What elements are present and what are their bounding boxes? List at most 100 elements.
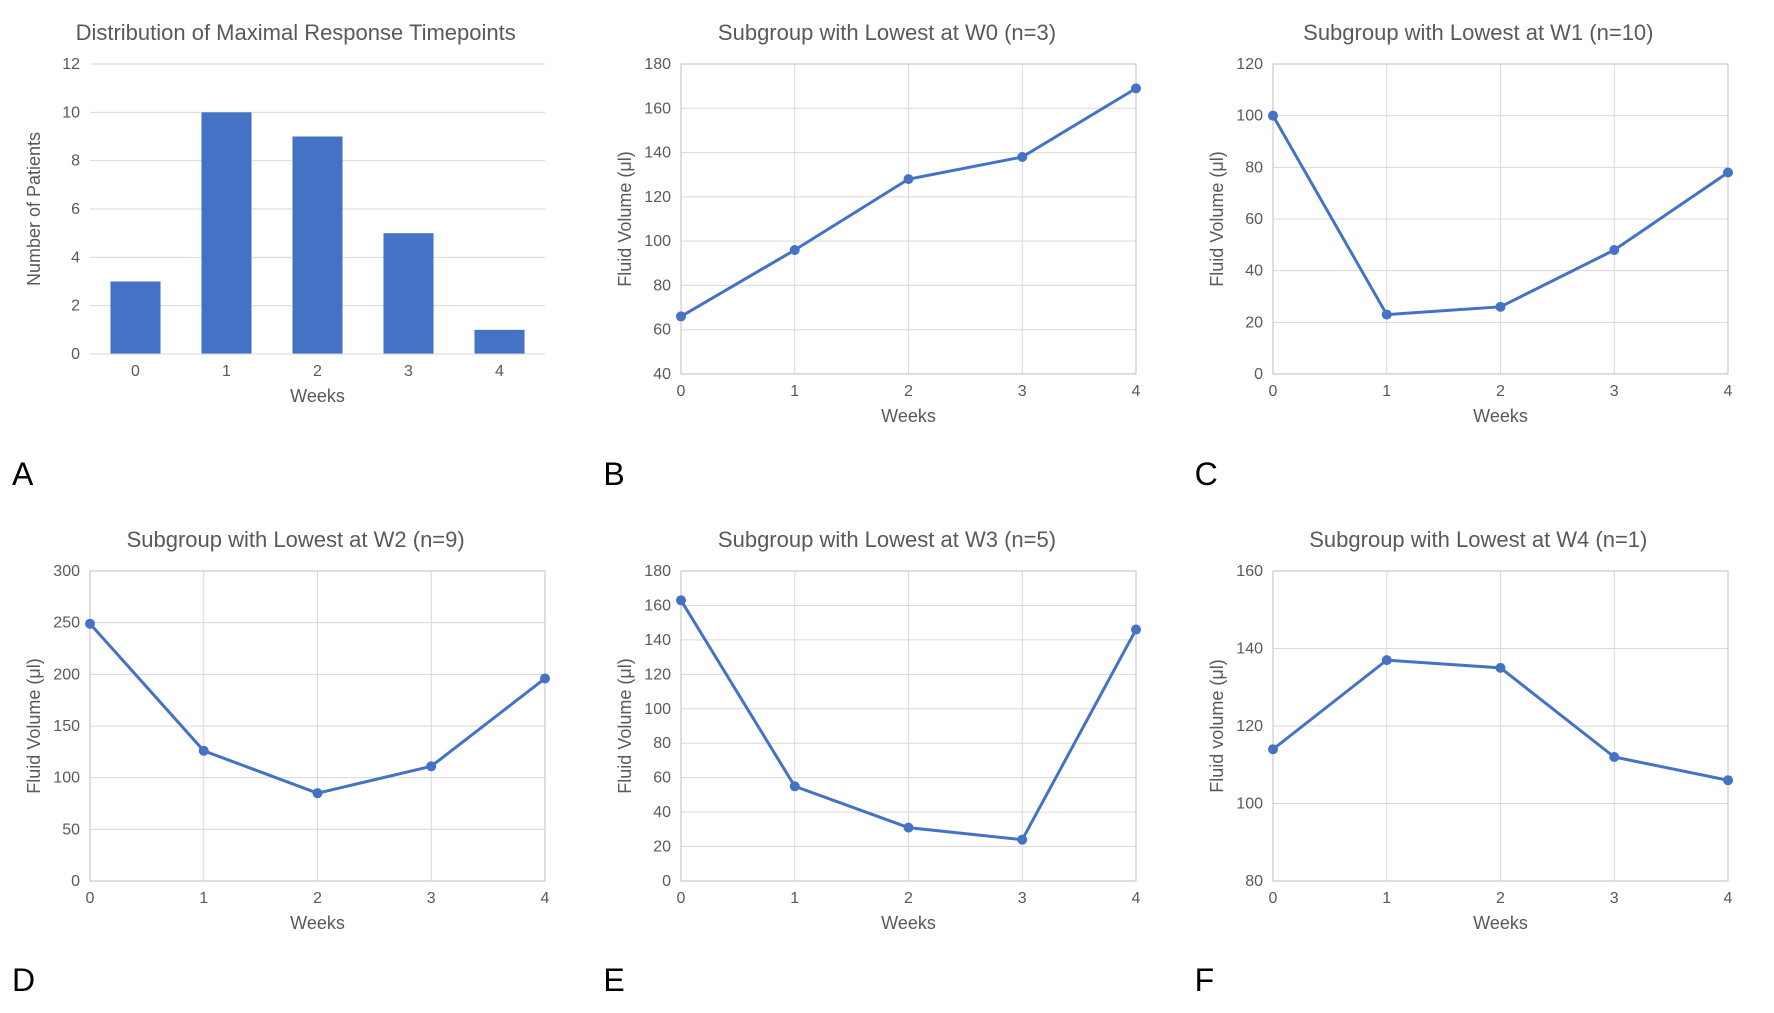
y-tick-label: 80 (654, 278, 672, 295)
x-tick-label: 4 (1723, 890, 1732, 907)
y-tick-label: 0 (71, 873, 80, 890)
plot-area: 05010015020025030001234WeeksFluid Volume… (20, 561, 571, 993)
panel-b: Subgroup with Lowest at W0 (n=3)40608010… (611, 20, 1162, 487)
y-tick-label: 0 (662, 873, 671, 890)
y-tick-label: 60 (1245, 211, 1263, 228)
y-tick-label: 60 (654, 770, 672, 787)
x-tick-label: 2 (1496, 383, 1505, 400)
data-point (1268, 111, 1278, 121)
y-tick-label: 0 (71, 346, 80, 363)
x-tick-label: 2 (313, 890, 322, 907)
plot-area: 02040608010012001234WeeksFluid Volume (μ… (1203, 54, 1754, 486)
x-axis-label: Weeks (881, 913, 936, 933)
x-tick-label: 4 (1132, 890, 1141, 907)
data-point (1723, 775, 1733, 785)
y-axis-label: Fluid Volume (μl) (615, 658, 635, 793)
x-tick-label: 0 (131, 363, 140, 380)
data-point (904, 175, 914, 185)
data-point (1609, 752, 1619, 762)
data-point (1609, 245, 1619, 255)
y-tick-label: 20 (1245, 315, 1263, 332)
data-point (426, 761, 436, 771)
plot-area: 02468101201234WeeksNumber of Patients (20, 54, 571, 486)
panel-title: Distribution of Maximal Response Timepoi… (20, 20, 571, 46)
data-point (676, 595, 686, 605)
y-tick-label: 300 (53, 563, 80, 580)
x-tick-label: 3 (1018, 383, 1027, 400)
panel-c: Subgroup with Lowest at W1 (n=10)0204060… (1203, 20, 1754, 487)
line-chart: 02040608010012014016018001234WeeksFluid … (611, 561, 1151, 941)
y-tick-label: 140 (645, 145, 672, 162)
y-tick-label: 2 (71, 298, 80, 315)
y-tick-label: 10 (62, 105, 80, 122)
line-chart: 05010015020025030001234WeeksFluid Volume… (20, 561, 560, 941)
panel-letter: D (12, 962, 35, 999)
y-axis-label: Fluid Volume (μl) (1207, 152, 1227, 287)
bar-chart: 02468101201234WeeksNumber of Patients (20, 54, 560, 414)
line-chart: 8010012014016001234WeeksFluid volume (μl… (1203, 561, 1743, 941)
x-tick-label: 2 (1496, 890, 1505, 907)
y-tick-label: 120 (645, 666, 672, 683)
y-tick-label: 100 (645, 701, 672, 718)
y-axis-label: Fluid volume (μl) (1207, 659, 1227, 792)
y-tick-label: 180 (645, 563, 672, 580)
data-point (1018, 152, 1028, 162)
bar (474, 330, 524, 354)
bar (201, 113, 251, 355)
y-tick-label: 160 (645, 101, 672, 118)
x-tick-label: 1 (791, 383, 800, 400)
panel-d: Subgroup with Lowest at W2 (n=9)05010015… (20, 527, 571, 994)
x-axis-label: Weeks (290, 386, 345, 406)
x-tick-label: 3 (1609, 383, 1618, 400)
y-axis-label: Number of Patients (24, 132, 44, 286)
y-tick-label: 50 (62, 821, 80, 838)
x-tick-label: 1 (199, 890, 208, 907)
x-axis-label: Weeks (1473, 406, 1528, 426)
x-tick-label: 3 (1018, 890, 1027, 907)
data-point (1381, 655, 1391, 665)
panel-a: Distribution of Maximal Response Timepoi… (20, 20, 571, 487)
panel-title: Subgroup with Lowest at W0 (n=3) (611, 20, 1162, 46)
bar (110, 282, 160, 355)
y-tick-label: 80 (654, 735, 672, 752)
panel-title: Subgroup with Lowest at W1 (n=10) (1203, 20, 1754, 46)
data-point (1381, 310, 1391, 320)
data-point (904, 823, 914, 833)
plot-area: 40608010012014016018001234WeeksFluid Vol… (611, 54, 1162, 486)
y-tick-label: 140 (1236, 640, 1263, 657)
data-point (540, 673, 550, 683)
x-tick-label: 0 (677, 383, 686, 400)
x-tick-label: 2 (313, 363, 322, 380)
data-point (1131, 624, 1141, 634)
x-tick-label: 3 (427, 890, 436, 907)
y-tick-label: 80 (1245, 160, 1263, 177)
y-tick-label: 150 (53, 718, 80, 735)
x-tick-label: 0 (1268, 890, 1277, 907)
data-point (199, 746, 209, 756)
data-point (790, 781, 800, 791)
y-tick-label: 100 (1236, 795, 1263, 812)
x-axis-label: Weeks (881, 406, 936, 426)
x-tick-label: 0 (86, 890, 95, 907)
y-tick-label: 180 (645, 56, 672, 73)
x-tick-label: 2 (904, 383, 913, 400)
y-tick-label: 60 (654, 322, 672, 339)
y-tick-label: 100 (1236, 108, 1263, 125)
data-point (1495, 663, 1505, 673)
bar (383, 234, 433, 355)
x-tick-label: 3 (404, 363, 413, 380)
panel-title: Subgroup with Lowest at W2 (n=9) (20, 527, 571, 553)
data-point (790, 245, 800, 255)
x-tick-label: 0 (677, 890, 686, 907)
y-tick-label: 250 (53, 615, 80, 632)
data-point (1131, 84, 1141, 94)
panel-e: Subgroup with Lowest at W3 (n=5)02040608… (611, 527, 1162, 994)
y-tick-label: 140 (645, 632, 672, 649)
x-tick-label: 3 (1609, 890, 1618, 907)
x-tick-label: 1 (1382, 890, 1391, 907)
panel-f: Subgroup with Lowest at W4 (n=1)80100120… (1203, 527, 1754, 994)
x-tick-label: 4 (541, 890, 550, 907)
y-axis-label: Fluid Volume (μl) (615, 152, 635, 287)
data-point (676, 312, 686, 322)
panel-letter: E (603, 962, 624, 999)
